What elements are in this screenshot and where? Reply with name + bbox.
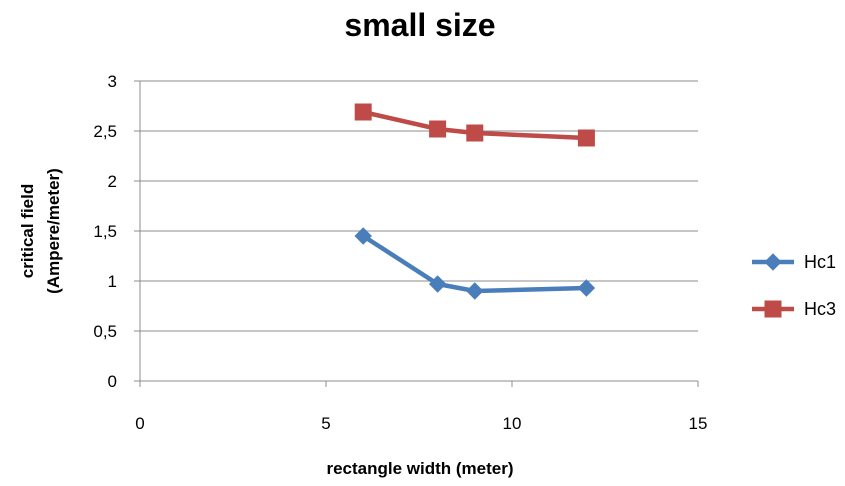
y-tick-label: 2,5 [93, 122, 117, 141]
series-line [362, 109, 587, 141]
data-point-diamond [466, 282, 484, 300]
y-tick-label: 3 [108, 72, 117, 91]
y-axis-label-line-1: critical field [18, 184, 37, 278]
y-tick-label: 1 [108, 272, 117, 291]
legend: Hc1 Hc3 [752, 252, 836, 319]
chart-title: small size [344, 7, 495, 43]
y-tick-label: 0,5 [93, 322, 117, 341]
data-point-square [466, 124, 484, 142]
data-point-diamond [577, 279, 596, 297]
legend-label: Hc3 [804, 299, 836, 319]
data-point-diamond [354, 227, 372, 245]
y-axis-label-line-2: (Ampere/meter) [44, 168, 63, 294]
y-tick-labels: 0 0,5 1 1,5 2 2,5 3 [93, 72, 117, 391]
x-tick-labels: 0 5 10 15 [135, 414, 707, 433]
y-tick-label: 0 [108, 372, 117, 391]
x-axis-label: rectangle width (meter) [326, 459, 513, 478]
x-tick-label: 10 [503, 414, 522, 433]
series-hc1 [354, 227, 596, 300]
x-tick-label: 5 [321, 414, 330, 433]
legend-marker-diamond [764, 253, 782, 271]
legend-item-hc3: Hc3 [752, 299, 836, 319]
data-point-square [577, 129, 595, 147]
y-tick-label: 1,5 [93, 222, 117, 241]
series-hc3 [354, 103, 595, 147]
legend-label: Hc1 [804, 252, 836, 272]
legend-item-hc1: Hc1 [752, 252, 836, 272]
y-tick-label: 2 [108, 172, 117, 191]
data-point-diamond [428, 275, 447, 293]
axes [139, 81, 699, 387]
series-layer [354, 103, 596, 300]
gridlines [134, 80, 698, 382]
series-line [361, 234, 587, 294]
legend-marker-square [764, 300, 782, 318]
data-point-square [354, 103, 372, 121]
x-tick-label: 0 [135, 414, 144, 433]
data-point-square [429, 120, 447, 138]
x-tick-label: 15 [689, 414, 708, 433]
